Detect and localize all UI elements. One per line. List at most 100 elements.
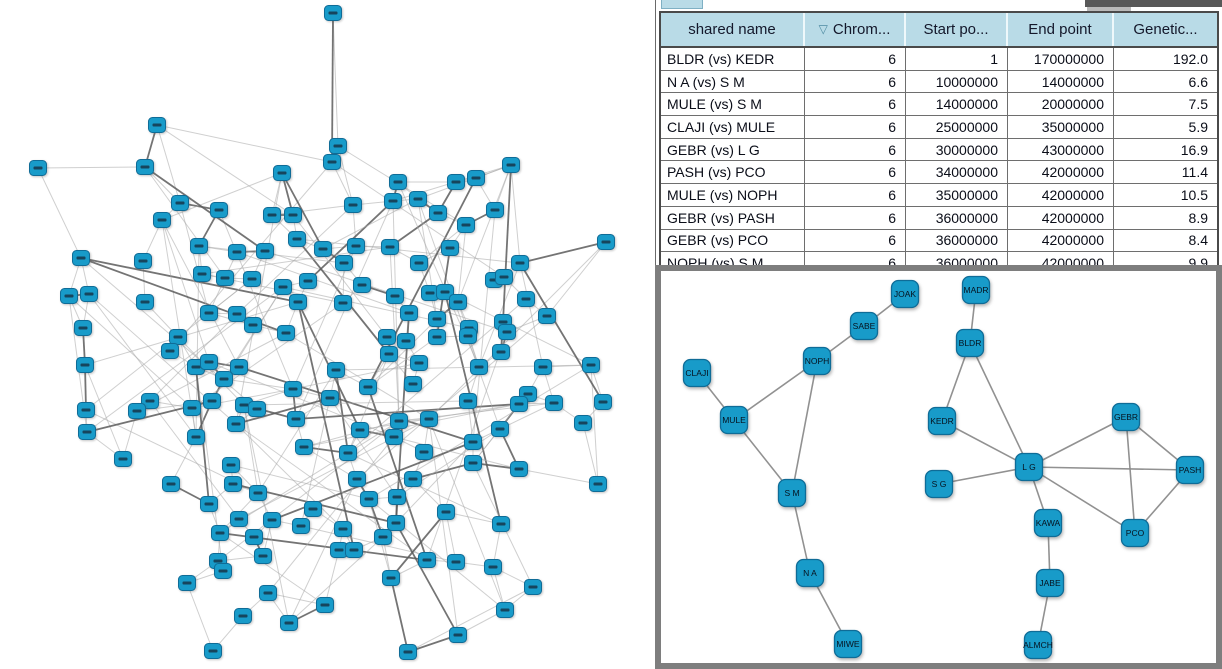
detail-edge[interactable] bbox=[969, 342, 1030, 468]
detail-node-gebr[interactable]: GEBR bbox=[1111, 402, 1141, 432]
overview-node[interactable] bbox=[502, 157, 520, 173]
detail-node-box[interactable] bbox=[1175, 455, 1205, 485]
table-tab-fragment[interactable] bbox=[661, 0, 703, 9]
overview-node[interactable] bbox=[491, 421, 509, 437]
table-row[interactable]: GEBR (vs) PASH 6 36000000 42000000 8.9 bbox=[661, 205, 1217, 229]
overview-node[interactable] bbox=[345, 542, 363, 558]
detail-node-box[interactable] bbox=[1111, 402, 1141, 432]
overview-node[interactable] bbox=[447, 554, 465, 570]
overview-node[interactable] bbox=[256, 243, 274, 259]
overview-node[interactable] bbox=[492, 516, 510, 532]
overview-node[interactable] bbox=[200, 496, 218, 512]
detail-node-miwe[interactable]: MIWE bbox=[833, 629, 863, 659]
overview-node[interactable] bbox=[545, 395, 563, 411]
detail-node-box[interactable] bbox=[833, 629, 863, 659]
overview-node[interactable] bbox=[259, 585, 277, 601]
overview-node[interactable] bbox=[415, 444, 433, 460]
overview-node[interactable] bbox=[428, 329, 446, 345]
overview-node[interactable] bbox=[245, 529, 263, 545]
overview-node[interactable] bbox=[228, 306, 246, 322]
overview-node[interactable] bbox=[404, 376, 422, 392]
overview-node[interactable] bbox=[29, 160, 47, 176]
overview-node[interactable] bbox=[321, 390, 339, 406]
column-header-4[interactable]: Genetic... bbox=[1114, 13, 1217, 46]
detail-node-kedr[interactable]: KEDR bbox=[927, 406, 957, 436]
overview-node[interactable] bbox=[153, 212, 171, 228]
detail-node-s-g[interactable]: S G bbox=[924, 469, 954, 499]
detail-node-claji[interactable]: CLAJI bbox=[682, 358, 712, 388]
overview-node[interactable] bbox=[304, 501, 322, 517]
filter-icon[interactable]: ▽ bbox=[818, 21, 828, 36]
overview-node[interactable] bbox=[410, 355, 428, 371]
overview-node[interactable] bbox=[498, 324, 516, 340]
overview-node[interactable] bbox=[187, 429, 205, 445]
overview-node[interactable] bbox=[274, 279, 292, 295]
overview-node[interactable] bbox=[316, 597, 334, 613]
detail-node-box[interactable] bbox=[1120, 518, 1150, 548]
table-row[interactable]: MULE (vs) S M 6 14000000 20000000 7.5 bbox=[661, 92, 1217, 116]
detail-node-box[interactable] bbox=[849, 311, 879, 341]
overview-node[interactable] bbox=[334, 521, 352, 537]
detail-node-noph[interactable]: NOPH bbox=[802, 346, 832, 376]
detail-node-box[interactable] bbox=[1035, 568, 1065, 598]
overview-node[interactable] bbox=[248, 401, 266, 417]
overview-node[interactable] bbox=[249, 485, 267, 501]
detail-edge[interactable] bbox=[1125, 416, 1136, 534]
overview-node[interactable] bbox=[389, 174, 407, 190]
overview-node[interactable] bbox=[594, 394, 612, 410]
overview-node[interactable] bbox=[148, 117, 166, 133]
overview-node[interactable] bbox=[589, 476, 607, 492]
overview-node[interactable] bbox=[347, 238, 365, 254]
detail-node-s-m[interactable]: S M bbox=[777, 478, 807, 508]
overview-node[interactable] bbox=[292, 518, 310, 534]
overview-node[interactable] bbox=[162, 476, 180, 492]
overview-node[interactable] bbox=[351, 422, 369, 438]
column-header-2[interactable]: Start po... bbox=[906, 13, 1008, 46]
overview-node[interactable] bbox=[234, 608, 252, 624]
overview-node[interactable] bbox=[459, 393, 477, 409]
overview-node[interactable] bbox=[399, 644, 417, 660]
table-row[interactable]: CLAJI (vs) MULE 6 25000000 35000000 5.9 bbox=[661, 115, 1217, 138]
detail-node-box[interactable] bbox=[802, 346, 832, 376]
overview-node[interactable] bbox=[169, 329, 187, 345]
overview-node[interactable] bbox=[134, 253, 152, 269]
overview-node[interactable] bbox=[210, 202, 228, 218]
overview-node[interactable] bbox=[214, 563, 232, 579]
overview-node[interactable] bbox=[464, 434, 482, 450]
overview-node[interactable] bbox=[437, 504, 455, 520]
overview-node[interactable] bbox=[397, 333, 415, 349]
detail-edge[interactable] bbox=[1028, 466, 1136, 534]
overview-node[interactable] bbox=[74, 320, 92, 336]
table-row[interactable]: PASH (vs) PCO 6 34000000 42000000 11.4 bbox=[661, 160, 1217, 184]
overview-node[interactable] bbox=[72, 250, 90, 266]
overview-node[interactable] bbox=[299, 273, 317, 289]
overview-node[interactable] bbox=[203, 393, 221, 409]
column-header-1[interactable]: ▽ Chrom... bbox=[805, 13, 906, 46]
overview-node[interactable] bbox=[178, 575, 196, 591]
detail-node-madr[interactable]: MADR bbox=[961, 275, 991, 305]
detail-edge[interactable] bbox=[941, 420, 1030, 468]
overview-node[interactable] bbox=[459, 328, 477, 344]
overview-node[interactable] bbox=[492, 344, 510, 360]
overview-node[interactable] bbox=[467, 170, 485, 186]
overview-node[interactable] bbox=[339, 445, 357, 461]
overview-node[interactable] bbox=[390, 413, 408, 429]
detail-edge[interactable] bbox=[791, 360, 818, 494]
overview-node[interactable] bbox=[280, 615, 298, 631]
detail-node-l-g[interactable]: L G bbox=[1014, 452, 1044, 482]
overview-node[interactable] bbox=[359, 379, 377, 395]
overview-node[interactable] bbox=[190, 238, 208, 254]
overview-node[interactable] bbox=[510, 396, 528, 412]
overview-node[interactable] bbox=[263, 207, 281, 223]
overview-node[interactable] bbox=[161, 343, 179, 359]
overview-node[interactable] bbox=[517, 291, 535, 307]
overview-node[interactable] bbox=[141, 393, 159, 409]
overview-node[interactable] bbox=[597, 234, 615, 250]
detail-node-box[interactable] bbox=[777, 478, 807, 508]
overview-node[interactable] bbox=[409, 191, 427, 207]
overview-node[interactable] bbox=[510, 461, 528, 477]
overview-node[interactable] bbox=[378, 329, 396, 345]
overview-node[interactable] bbox=[222, 457, 240, 473]
overview-node[interactable] bbox=[538, 308, 556, 324]
overview-node[interactable] bbox=[380, 346, 398, 362]
